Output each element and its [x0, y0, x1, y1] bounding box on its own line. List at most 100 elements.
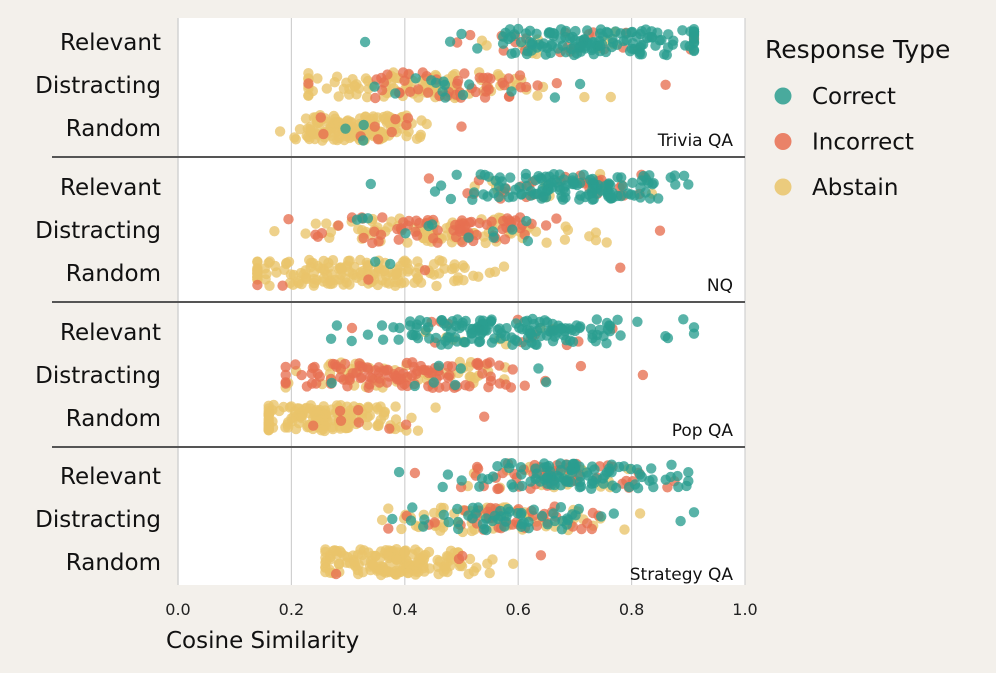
data-point-correct — [450, 379, 461, 391]
legend-swatch-correct — [774, 87, 792, 105]
data-point-abstain — [263, 424, 274, 436]
data-point-abstain — [487, 554, 498, 565]
data-point-correct — [542, 317, 553, 328]
data-point-incorrect — [400, 419, 412, 430]
data-point-correct — [357, 213, 368, 224]
data-point-correct — [497, 38, 509, 49]
data-point-abstain — [579, 91, 590, 103]
data-point-correct — [521, 315, 533, 326]
data-point-correct — [615, 330, 626, 341]
data-point-abstain — [318, 255, 329, 267]
data-point-correct — [607, 480, 618, 491]
data-point-abstain — [364, 410, 375, 421]
data-point-abstain — [584, 231, 595, 242]
data-point-correct — [463, 232, 474, 243]
x-axis-label: Cosine Similarity — [166, 628, 359, 654]
data-point-incorrect — [464, 381, 475, 392]
data-point-correct — [493, 181, 505, 192]
data-point-correct — [421, 316, 433, 328]
data-point-correct — [508, 482, 519, 493]
data-point-abstain — [318, 263, 329, 275]
data-point-correct — [531, 339, 542, 350]
data-point-correct — [516, 469, 527, 480]
data-point-correct — [537, 41, 548, 52]
data-point-correct — [663, 29, 674, 40]
data-point-correct — [560, 475, 572, 487]
data-point-abstain — [383, 503, 394, 514]
data-point-correct — [564, 335, 576, 346]
data-point-correct — [522, 235, 534, 247]
data-point-abstain — [309, 278, 320, 289]
data-point-correct — [666, 459, 677, 470]
data-point-incorrect — [335, 372, 346, 383]
data-point-correct — [536, 193, 547, 204]
data-point-incorrect — [479, 411, 490, 422]
data-point-correct — [494, 172, 506, 183]
data-point-correct — [515, 37, 527, 48]
data-point-correct — [636, 49, 647, 60]
data-point-correct — [387, 513, 398, 525]
data-point-correct — [467, 502, 479, 513]
data-point-incorrect — [280, 378, 291, 389]
data-point-incorrect — [381, 365, 392, 376]
data-point-correct — [648, 481, 659, 493]
data-point-abstain — [264, 256, 276, 267]
data-point-correct — [486, 314, 497, 325]
data-point-correct — [635, 192, 646, 203]
data-point-correct — [606, 467, 617, 478]
data-point-correct — [525, 328, 536, 339]
data-point-correct — [489, 510, 501, 521]
data-point-abstain — [333, 263, 344, 274]
data-point-correct — [570, 25, 581, 37]
data-point-incorrect — [382, 69, 393, 80]
data-point-incorrect — [370, 365, 381, 376]
data-point-abstain — [605, 91, 616, 103]
data-point-abstain — [264, 280, 275, 291]
data-point-incorrect — [466, 216, 477, 228]
data-point-correct — [629, 479, 641, 490]
data-point-abstain — [391, 554, 402, 565]
row-label-distracting: Distracting — [35, 218, 161, 244]
data-point-abstain — [300, 228, 311, 239]
data-point-abstain — [344, 266, 355, 277]
data-point-correct — [445, 193, 457, 205]
data-point-correct — [568, 41, 580, 53]
data-point-correct — [505, 172, 516, 183]
data-point-correct — [571, 179, 583, 191]
x-tick-label: 0.0 — [165, 600, 190, 619]
data-point-incorrect — [586, 523, 598, 535]
data-point-correct — [520, 172, 532, 184]
data-point-correct — [326, 377, 337, 389]
data-point-abstain — [309, 133, 321, 145]
data-point-abstain — [283, 256, 295, 267]
data-point-abstain — [375, 569, 387, 581]
data-point-correct — [678, 314, 689, 325]
data-point-incorrect — [587, 507, 599, 519]
data-point-incorrect — [531, 520, 543, 531]
data-point-correct — [376, 320, 388, 331]
data-point-correct — [362, 329, 374, 340]
data-point-correct — [603, 179, 614, 190]
row-label-random: Random — [66, 261, 161, 287]
data-point-incorrect — [637, 369, 649, 381]
data-point-incorrect — [535, 550, 547, 561]
data-point-correct — [506, 86, 517, 97]
dataset-label: Pop QA — [672, 421, 734, 441]
data-point-abstain — [508, 558, 519, 569]
data-point-correct — [523, 523, 534, 534]
data-point-incorrect — [384, 423, 395, 434]
data-point-abstain — [436, 256, 448, 267]
data-point-correct — [393, 334, 404, 345]
data-point-correct — [678, 170, 690, 181]
data-point-abstain — [414, 131, 426, 143]
data-point-incorrect — [472, 357, 483, 369]
data-point-abstain — [331, 71, 343, 82]
data-point-abstain — [335, 423, 346, 434]
data-point-correct — [377, 334, 389, 345]
data-point-abstain — [541, 237, 552, 248]
row-label-distracting: Distracting — [35, 507, 161, 533]
data-point-correct — [452, 503, 463, 515]
x-tick-label: 0.2 — [279, 600, 304, 619]
data-point-abstain — [559, 234, 571, 245]
data-point-correct — [428, 377, 439, 388]
